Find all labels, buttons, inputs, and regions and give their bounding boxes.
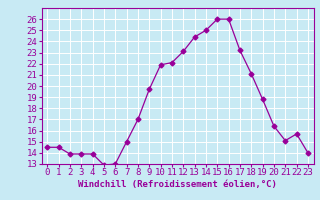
- X-axis label: Windchill (Refroidissement éolien,°C): Windchill (Refroidissement éolien,°C): [78, 180, 277, 189]
